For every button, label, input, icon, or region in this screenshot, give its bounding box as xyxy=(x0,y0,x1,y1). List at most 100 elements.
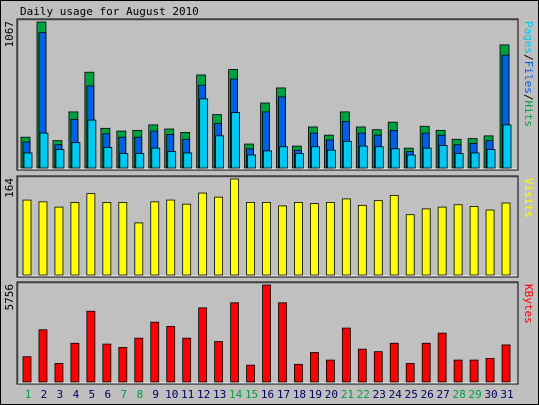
x-tick-label-day-7: 7 xyxy=(120,388,127,401)
y-axis-label-part: Visits xyxy=(522,178,535,218)
bar-kbytes-day-23 xyxy=(373,351,383,383)
x-tick-label-day-4: 4 xyxy=(73,388,80,401)
x-tick-label-day-21: 21 xyxy=(341,388,354,401)
y-axis-label: KBytes xyxy=(522,284,535,324)
bar-visits-day-24 xyxy=(389,194,399,276)
x-tick-label-day-30: 30 xyxy=(484,388,497,401)
bar-visits-day-23 xyxy=(373,200,383,276)
y-axis-label: Pages/Files/Hits xyxy=(522,21,535,127)
bar-pages-day-4 xyxy=(71,142,81,169)
bar-pages-day-2 xyxy=(39,132,49,169)
bar-visits-day-6 xyxy=(102,202,112,276)
bar-pages-day-30 xyxy=(486,149,496,169)
y-axis-label-part: / xyxy=(522,94,535,101)
bar-kbytes-day-30 xyxy=(485,358,495,383)
bar-visits-day-29 xyxy=(469,206,479,276)
bar-kbytes-day-2 xyxy=(38,329,48,383)
bar-kbytes-day-21 xyxy=(341,327,351,383)
bar-kbytes-day-3 xyxy=(54,363,64,383)
bar-kbytes-day-27 xyxy=(437,332,447,383)
series-visits xyxy=(22,178,511,276)
bar-visits-day-16 xyxy=(262,202,271,276)
bar-kbytes-day-19 xyxy=(310,352,319,383)
bar-pages-day-23 xyxy=(374,146,384,169)
y-axis-label: Visits xyxy=(522,178,535,218)
x-tick-label-day-10: 10 xyxy=(165,388,178,401)
bar-kbytes-day-13 xyxy=(214,341,224,383)
x-tick-label-day-18: 18 xyxy=(293,388,306,401)
bar-pages-day-25 xyxy=(406,154,416,169)
bar-visits-day-30 xyxy=(485,209,495,276)
panel-hits-files-pages: 1067 Pages/Files/Hits xyxy=(3,18,535,171)
x-tick-label-day-19: 19 xyxy=(309,388,322,401)
x-tick-label-day-15: 15 xyxy=(245,388,258,401)
bar-pages-day-16 xyxy=(263,150,272,169)
bar-pages-day-15 xyxy=(247,154,256,169)
y-max-label: 5756 xyxy=(3,284,16,311)
x-tick-label-day-22: 22 xyxy=(357,388,370,401)
bar-visits-day-9 xyxy=(150,201,160,276)
bar-pages-day-5 xyxy=(87,119,97,169)
series-kbytes xyxy=(22,284,511,383)
bar-pages-day-10 xyxy=(167,151,177,169)
bar-pages-day-14 xyxy=(231,112,240,169)
bar-pages-day-1 xyxy=(23,152,33,169)
bar-pages-day-6 xyxy=(103,147,113,169)
bar-kbytes-day-25 xyxy=(405,363,415,383)
x-tick-label-day-28: 28 xyxy=(453,388,466,401)
bar-visits-day-3 xyxy=(54,206,64,276)
bar-kbytes-day-4 xyxy=(70,342,80,383)
bar-pages-day-17 xyxy=(279,146,288,169)
bar-visits-day-19 xyxy=(310,203,319,276)
bar-pages-day-18 xyxy=(295,153,304,169)
bar-kbytes-day-5 xyxy=(86,310,96,383)
bar-kbytes-day-7 xyxy=(118,347,128,383)
bar-visits-day-17 xyxy=(278,205,287,276)
bar-kbytes-day-29 xyxy=(469,359,479,383)
bar-visits-day-11 xyxy=(182,203,192,276)
bar-pages-day-26 xyxy=(422,147,432,169)
x-tick-label-day-13: 13 xyxy=(213,388,226,401)
bar-pages-day-13 xyxy=(215,135,225,169)
bar-pages-day-31 xyxy=(502,124,512,169)
x-tick-label-day-1: 1 xyxy=(25,388,32,401)
x-tick-label-day-5: 5 xyxy=(89,388,96,401)
bar-kbytes-day-16 xyxy=(262,284,271,383)
x-tick-label-day-6: 6 xyxy=(105,388,112,401)
bar-pages-day-8 xyxy=(135,153,145,169)
x-tick-label-day-26: 26 xyxy=(421,388,434,401)
bar-kbytes-day-28 xyxy=(453,359,463,383)
y-axis-label-part: Hits xyxy=(522,101,535,128)
bar-kbytes-day-26 xyxy=(421,342,431,383)
bar-pages-day-11 xyxy=(183,152,193,169)
bar-visits-day-8 xyxy=(134,222,144,276)
panel-kbytes: 5756 KBytes xyxy=(3,281,535,385)
bar-pages-day-20 xyxy=(326,149,336,169)
bar-pages-day-7 xyxy=(119,153,129,169)
bar-kbytes-day-11 xyxy=(182,337,192,383)
bar-pages-day-21 xyxy=(342,140,352,169)
x-tick-label-day-8: 8 xyxy=(136,388,143,401)
bar-kbytes-day-15 xyxy=(246,364,255,383)
bar-kbytes-day-20 xyxy=(325,359,335,383)
bar-visits-day-28 xyxy=(453,204,463,276)
bar-kbytes-day-10 xyxy=(166,325,176,383)
bar-pages-day-22 xyxy=(358,145,368,169)
y-axis-label-part: KBytes xyxy=(522,284,535,324)
bar-kbytes-day-12 xyxy=(198,307,208,383)
bar-visits-day-13 xyxy=(214,196,224,276)
x-tick-label-day-14: 14 xyxy=(229,388,243,401)
bar-kbytes-day-24 xyxy=(389,342,399,383)
bar-visits-day-1 xyxy=(22,199,32,276)
x-axis-day-labels: 1 2 3 4 5 6 7 8 9 10 11 12 13 14 15 16 17 18 19 20 21 22 23 24 2… xyxy=(25,388,514,401)
bar-visits-day-21 xyxy=(341,198,351,276)
bar-kbytes-day-8 xyxy=(134,337,144,383)
bar-pages-day-12 xyxy=(199,98,209,169)
y-max-label: 1067 xyxy=(3,21,16,48)
bar-visits-day-22 xyxy=(357,204,367,276)
series-pages xyxy=(23,98,512,169)
bar-kbytes-day-9 xyxy=(150,321,160,383)
x-tick-label-day-2: 2 xyxy=(41,388,48,401)
bar-visits-day-25 xyxy=(405,214,415,276)
